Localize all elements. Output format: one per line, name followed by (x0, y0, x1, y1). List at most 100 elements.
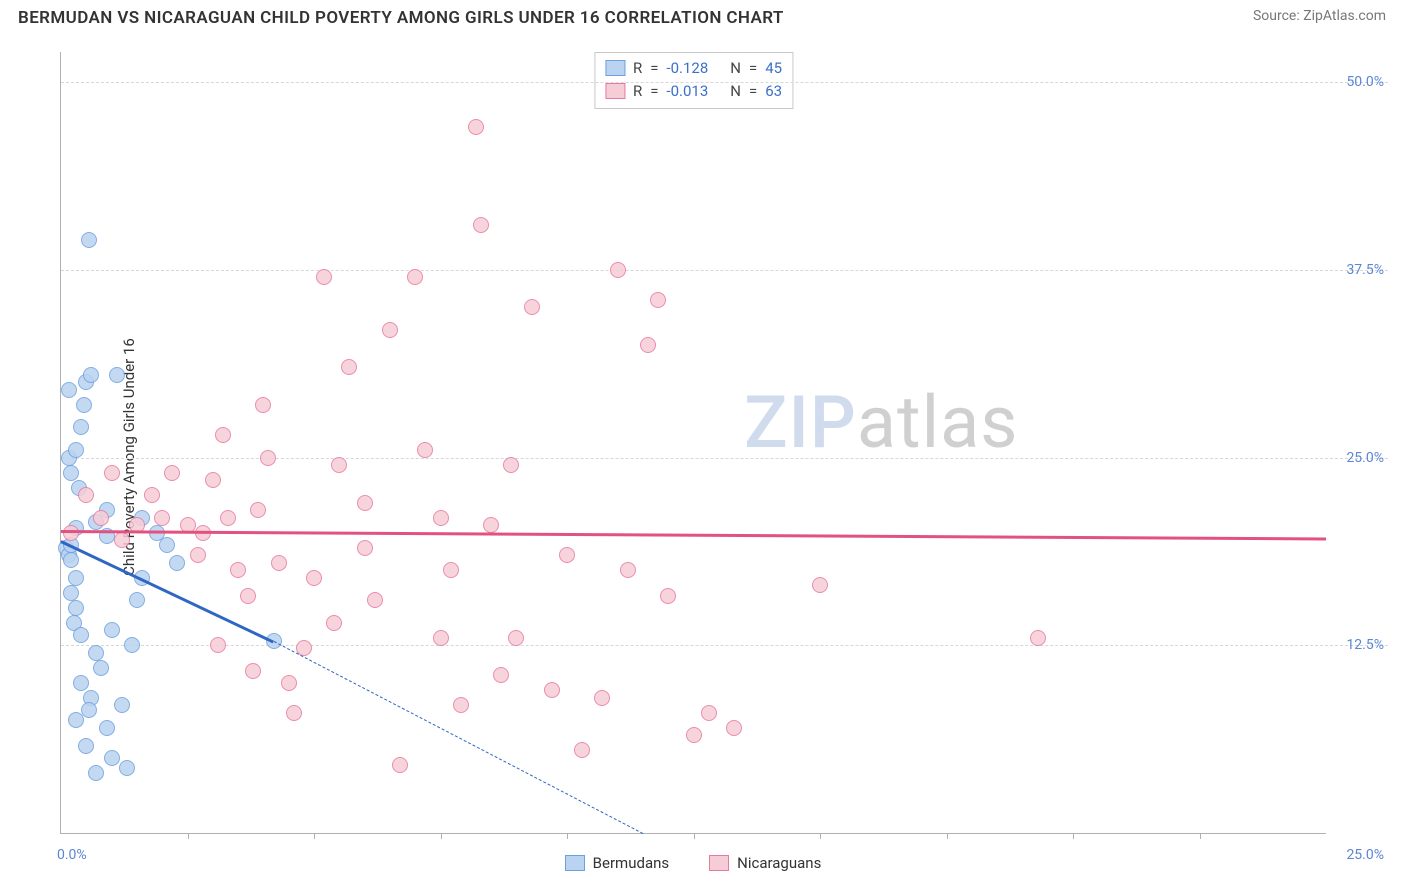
legend-label-bermudans: Bermudans (593, 854, 669, 872)
data-point (686, 727, 702, 743)
x-tick (314, 833, 315, 839)
data-point (68, 600, 84, 616)
data-point (417, 442, 433, 458)
data-point (326, 615, 342, 631)
r-value-bermudans: -0.128 (666, 57, 708, 80)
source-label: Source: ZipAtlas.com (1253, 8, 1386, 24)
data-point (433, 510, 449, 526)
data-point (83, 367, 99, 383)
data-point (210, 637, 226, 653)
data-point (99, 720, 115, 736)
data-point (63, 465, 79, 481)
data-point (81, 232, 97, 248)
data-point (129, 592, 145, 608)
data-point (493, 667, 509, 683)
gridline (61, 82, 1388, 83)
stats-legend-box: R = -0.128 N = 45 R = -0.013 N = 63 (594, 52, 793, 109)
data-point (104, 622, 120, 638)
x-tick (567, 833, 568, 839)
data-point (726, 720, 742, 736)
eq: = (749, 57, 757, 80)
data-point (357, 540, 373, 556)
data-point (382, 322, 398, 338)
data-point (68, 442, 84, 458)
data-point (88, 765, 104, 781)
data-point (483, 517, 499, 533)
data-point (240, 588, 256, 604)
y-tick-label: 25.0% (1346, 450, 1384, 466)
x-tick (441, 833, 442, 839)
bottom-legend: Bermudans Nicaraguans (60, 854, 1326, 872)
data-point (114, 697, 130, 713)
n-value-bermudans: 45 (765, 57, 782, 80)
chart-container: Child Poverty Among Girls Under 16 ZIPat… (18, 40, 1388, 874)
legend-item-bermudans: Bermudans (565, 854, 669, 872)
data-point (574, 742, 590, 758)
data-point (164, 465, 180, 481)
data-point (73, 675, 89, 691)
data-point (468, 119, 484, 135)
gridline (61, 270, 1388, 271)
data-point (473, 217, 489, 233)
data-point (271, 555, 287, 571)
x-tick (188, 833, 189, 839)
data-point (503, 457, 519, 473)
data-point (169, 555, 185, 571)
watermark-atlas: atlas (857, 380, 1019, 465)
data-point (367, 592, 383, 608)
chart-title: BERMUDAN VS NICARAGUAN CHILD POVERTY AMO… (18, 8, 784, 28)
data-point (559, 547, 575, 563)
data-point (124, 637, 140, 653)
data-point (144, 487, 160, 503)
data-point (245, 663, 261, 679)
data-point (610, 262, 626, 278)
x-max-label: 25.0% (1346, 847, 1384, 863)
data-point (190, 547, 206, 563)
watermark-zip: ZIP (744, 380, 857, 465)
data-point (205, 472, 221, 488)
data-point (220, 510, 236, 526)
data-point (73, 627, 89, 643)
plot-area: ZIPatlas R = -0.128 N = 45 R = -0.013 N … (60, 52, 1326, 834)
data-point (109, 367, 125, 383)
x-tick (820, 833, 821, 839)
data-point (260, 450, 276, 466)
data-point (78, 738, 94, 754)
trend-line-extrapolated (273, 641, 643, 834)
data-point (63, 525, 79, 541)
data-point (159, 537, 175, 553)
data-point (286, 705, 302, 721)
data-point (255, 397, 271, 413)
data-point (331, 457, 347, 473)
data-point (281, 675, 297, 691)
data-point (93, 660, 109, 676)
data-point (68, 712, 84, 728)
data-point (81, 702, 97, 718)
data-point (93, 510, 109, 526)
data-point (316, 269, 332, 285)
swatch-bermudans (605, 60, 625, 76)
y-tick-label: 37.5% (1346, 262, 1384, 278)
data-point (230, 562, 246, 578)
data-point (215, 427, 231, 443)
data-point (524, 299, 540, 315)
data-point (357, 495, 373, 511)
trend-line (61, 530, 1326, 540)
data-point (508, 630, 524, 646)
data-point (812, 577, 828, 593)
legend-item-nicaraguans: Nicaraguans (709, 854, 821, 872)
data-point (104, 750, 120, 766)
data-point (78, 487, 94, 503)
n-label: N (730, 57, 741, 80)
data-point (443, 562, 459, 578)
data-point (104, 465, 120, 481)
data-point (61, 382, 77, 398)
data-point (63, 552, 79, 568)
data-point (1030, 630, 1046, 646)
gridline (61, 645, 1388, 646)
x-tick (694, 833, 695, 839)
legend-label-nicaraguans: Nicaraguans (737, 854, 821, 872)
data-point (640, 337, 656, 353)
stats-row-bermudans: R = -0.128 N = 45 (605, 57, 782, 80)
legend-swatch-bermudans (565, 855, 585, 871)
